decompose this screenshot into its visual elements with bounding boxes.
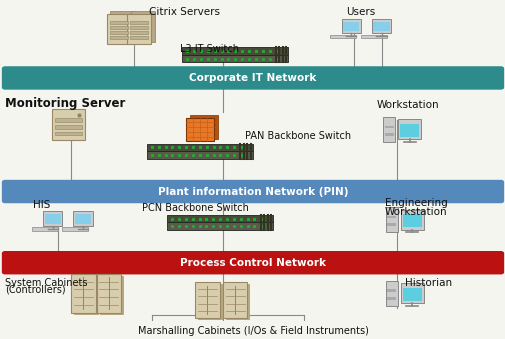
FancyBboxPatch shape [383, 117, 395, 142]
FancyBboxPatch shape [44, 214, 61, 224]
FancyBboxPatch shape [384, 133, 393, 136]
Text: Engineering: Engineering [384, 198, 446, 208]
FancyBboxPatch shape [167, 215, 273, 222]
FancyBboxPatch shape [384, 126, 393, 128]
FancyBboxPatch shape [387, 216, 396, 218]
Text: System Cabinets: System Cabinets [5, 278, 87, 288]
FancyBboxPatch shape [31, 227, 58, 231]
FancyBboxPatch shape [387, 290, 396, 292]
Text: Users: Users [346, 7, 375, 17]
FancyBboxPatch shape [71, 274, 95, 313]
Text: Monitoring Server: Monitoring Server [5, 97, 125, 110]
FancyBboxPatch shape [110, 11, 134, 42]
FancyBboxPatch shape [130, 21, 148, 24]
FancyBboxPatch shape [387, 223, 396, 226]
Polygon shape [186, 118, 214, 141]
FancyBboxPatch shape [146, 151, 252, 159]
FancyBboxPatch shape [130, 26, 148, 29]
Text: Workstation: Workstation [376, 100, 439, 110]
FancyBboxPatch shape [385, 281, 397, 306]
FancyBboxPatch shape [330, 35, 356, 38]
FancyBboxPatch shape [110, 31, 128, 34]
FancyBboxPatch shape [223, 282, 247, 318]
FancyBboxPatch shape [62, 227, 88, 231]
FancyBboxPatch shape [96, 274, 121, 313]
Text: PAN Backbone Switch: PAN Backbone Switch [245, 131, 351, 141]
FancyBboxPatch shape [373, 22, 389, 31]
FancyBboxPatch shape [146, 144, 252, 151]
FancyBboxPatch shape [371, 19, 390, 33]
Text: L3 IT Switch: L3 IT Switch [179, 44, 238, 54]
FancyBboxPatch shape [167, 222, 273, 230]
FancyBboxPatch shape [182, 47, 288, 55]
Text: Plant information Network (PIN): Plant information Network (PIN) [158, 186, 347, 197]
FancyBboxPatch shape [74, 276, 98, 315]
FancyBboxPatch shape [400, 283, 423, 303]
FancyBboxPatch shape [342, 22, 359, 31]
Text: (Controllers): (Controllers) [5, 285, 66, 295]
FancyBboxPatch shape [198, 284, 222, 320]
FancyBboxPatch shape [55, 132, 82, 136]
Text: Citrix Servers: Citrix Servers [149, 7, 220, 17]
FancyBboxPatch shape [387, 297, 396, 300]
Text: Marshalling Cabinets (I/Os & Field Instruments): Marshalling Cabinets (I/Os & Field Instr… [137, 325, 368, 336]
FancyBboxPatch shape [402, 215, 421, 227]
Text: HIS: HIS [33, 200, 50, 210]
Polygon shape [190, 115, 218, 139]
FancyBboxPatch shape [400, 124, 419, 137]
FancyBboxPatch shape [75, 214, 91, 224]
FancyBboxPatch shape [341, 19, 360, 33]
FancyBboxPatch shape [127, 14, 151, 44]
FancyBboxPatch shape [110, 21, 128, 24]
Text: Historian: Historian [404, 278, 451, 288]
FancyBboxPatch shape [55, 118, 82, 122]
FancyBboxPatch shape [226, 284, 250, 320]
FancyBboxPatch shape [99, 276, 124, 315]
Text: Process Control Network: Process Control Network [180, 258, 325, 268]
FancyBboxPatch shape [110, 26, 128, 29]
FancyBboxPatch shape [3, 180, 502, 203]
FancyBboxPatch shape [182, 55, 288, 62]
FancyBboxPatch shape [73, 212, 92, 226]
Text: Corporate IT Network: Corporate IT Network [189, 73, 316, 83]
FancyBboxPatch shape [3, 252, 502, 274]
FancyBboxPatch shape [195, 282, 219, 318]
FancyBboxPatch shape [385, 207, 397, 233]
FancyBboxPatch shape [130, 37, 148, 40]
FancyBboxPatch shape [55, 125, 82, 129]
Text: Workstation: Workstation [384, 207, 446, 217]
FancyBboxPatch shape [107, 14, 131, 44]
FancyBboxPatch shape [402, 288, 421, 300]
FancyBboxPatch shape [400, 210, 423, 230]
FancyBboxPatch shape [52, 109, 85, 140]
FancyBboxPatch shape [43, 212, 62, 226]
FancyBboxPatch shape [130, 31, 148, 34]
FancyBboxPatch shape [110, 37, 128, 40]
FancyBboxPatch shape [360, 35, 386, 38]
FancyBboxPatch shape [398, 120, 421, 140]
Text: PCN Backbone Switch: PCN Backbone Switch [141, 203, 248, 214]
FancyBboxPatch shape [130, 11, 155, 42]
FancyBboxPatch shape [3, 67, 502, 89]
